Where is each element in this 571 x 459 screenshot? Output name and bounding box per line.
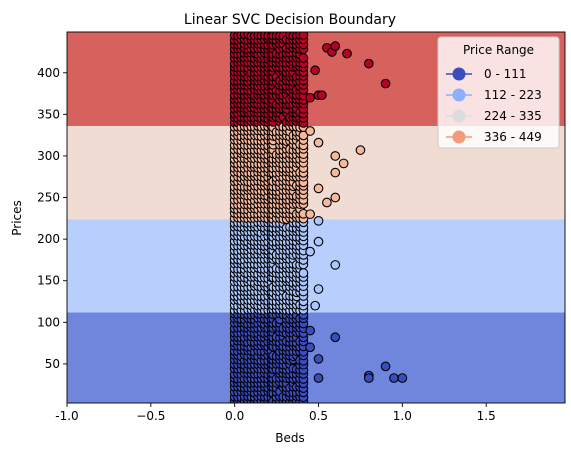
- y-tick-label: 400: [37, 66, 60, 80]
- legend-label: 112 - 223: [484, 88, 542, 102]
- data-point: [342, 48, 352, 59]
- data-point: [313, 373, 324, 383]
- legend: Price Range 0 - 111 112 - 223 224 - 335 336 …: [437, 36, 560, 149]
- data-point: [330, 167, 341, 178]
- data-point: [313, 183, 324, 194]
- data-point: [380, 361, 391, 372]
- y-tick-label: 250: [37, 191, 60, 205]
- data-point: [298, 268, 309, 278]
- data-point: [313, 215, 324, 226]
- data-point: [363, 58, 374, 69]
- data-point: [313, 137, 324, 148]
- data-point: [305, 209, 315, 220]
- x-tick-label: 0.5: [309, 409, 328, 423]
- data-point: [305, 246, 315, 257]
- x-tick-label: 1.0: [393, 409, 412, 423]
- plot-frame: [66, 31, 566, 404]
- data-point: [305, 342, 315, 353]
- y-tick-label: 200: [37, 232, 60, 246]
- data-point: [338, 158, 349, 169]
- legend-title: Price Range: [463, 43, 534, 57]
- data-point: [313, 354, 324, 364]
- x-tick-label: -1.0: [55, 409, 78, 423]
- legend-marker: [452, 130, 466, 144]
- x-tick-label: 0.0: [225, 409, 244, 423]
- data-point: [330, 192, 341, 203]
- data-point: [305, 325, 315, 336]
- y-tick-label: 50: [45, 357, 60, 371]
- axes: -1.0 −0.5 0.0 0.5 1.0 1.5 50 100 150 200 250 300 350…: [37, 31, 566, 423]
- legend-marker: [452, 67, 466, 81]
- legend-label: 336 - 449: [484, 130, 542, 144]
- x-tick-label: 1.5: [477, 409, 496, 423]
- legend-box: [437, 36, 560, 149]
- data-point: [317, 90, 327, 101]
- x-tick-label: −0.5: [136, 409, 165, 423]
- data-point: [330, 332, 341, 343]
- data-point: [305, 126, 315, 136]
- x-axis-label: Beds: [275, 431, 304, 445]
- data-point: [380, 78, 391, 89]
- data-point: [310, 300, 321, 311]
- data-point: [330, 151, 341, 161]
- data-point: [313, 236, 324, 247]
- y-tick-label: 300: [37, 149, 60, 163]
- y-tick-label: 150: [37, 274, 60, 288]
- data-point: [310, 65, 321, 76]
- data-point: [305, 92, 315, 103]
- data-point: [298, 53, 309, 63]
- data-point: [355, 145, 366, 155]
- data-points: [229, 32, 408, 403]
- decision-region-1: [67, 219, 565, 313]
- legend-label: 0 - 111: [484, 67, 527, 81]
- data-point: [322, 197, 332, 208]
- data-point: [313, 284, 324, 294]
- y-tick-label: 350: [37, 107, 60, 121]
- chart-title: Linear SVC Decision Boundary: [184, 12, 396, 28]
- data-point: [330, 260, 341, 270]
- data-point: [330, 41, 341, 51]
- y-tick-label: 100: [37, 315, 60, 329]
- data-point: [397, 373, 408, 383]
- legend-label: 224 - 335: [484, 109, 542, 123]
- data-point: [298, 32, 309, 40]
- data-point: [389, 373, 399, 383]
- legend-marker: [452, 109, 466, 123]
- y-axis-label: Prices: [10, 200, 24, 236]
- data-point: [363, 373, 374, 383]
- legend-marker: [452, 88, 466, 102]
